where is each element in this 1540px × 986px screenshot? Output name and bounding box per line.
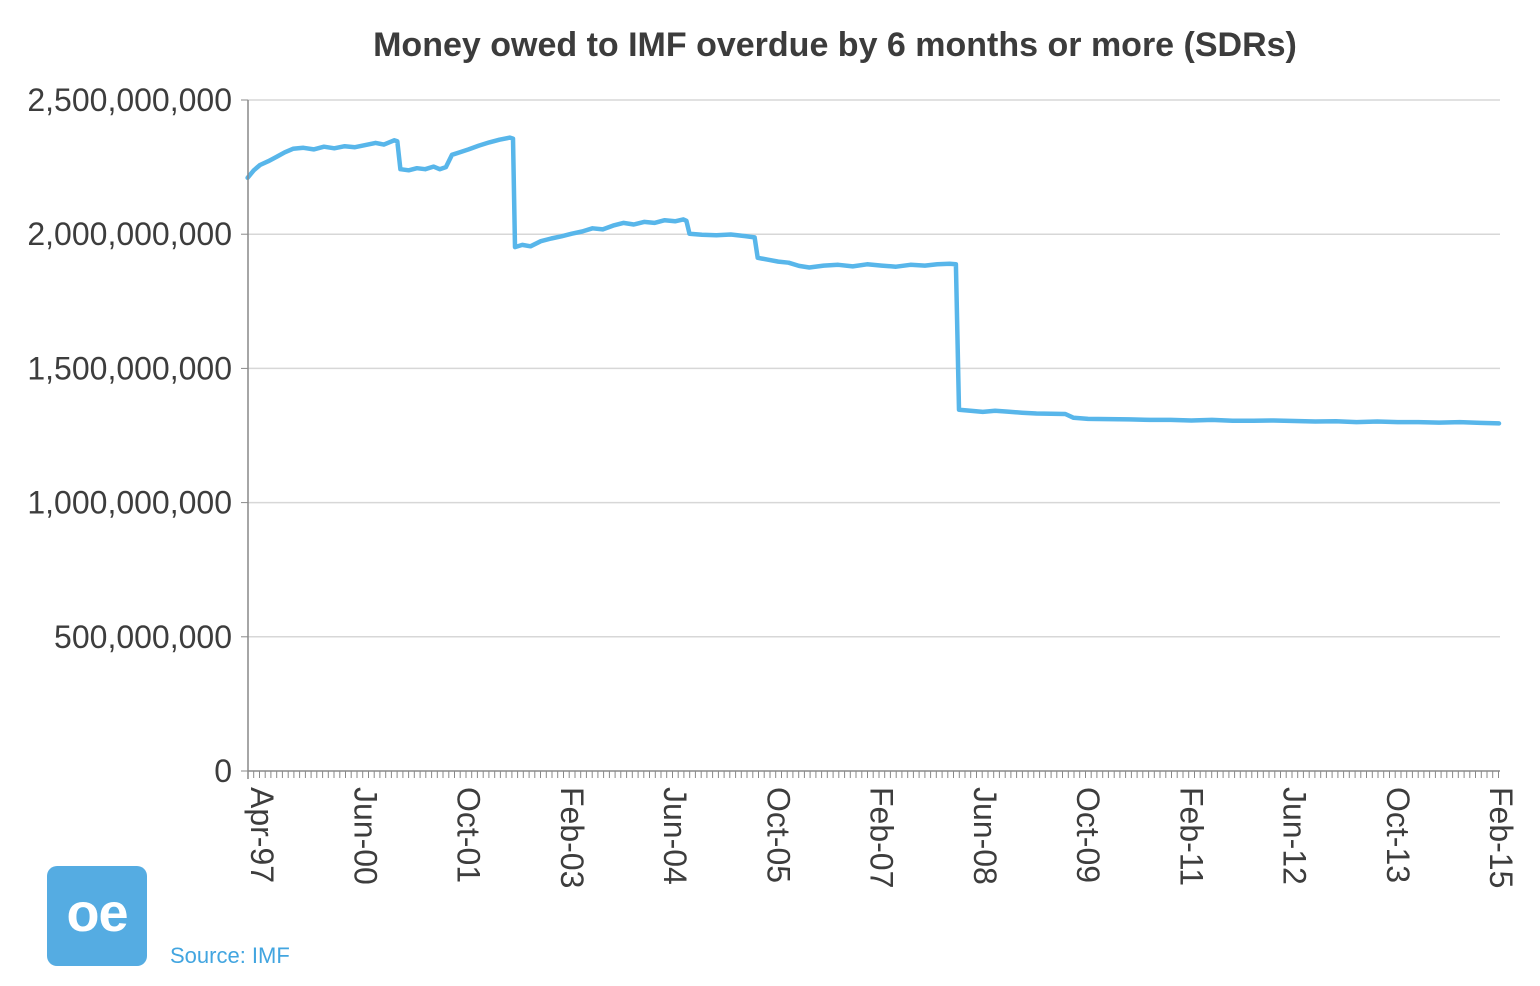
x-tick-label: Jun-12 xyxy=(1277,787,1313,885)
x-tick-label: Jun-04 xyxy=(657,787,693,885)
y-tick-label: 1,500,000,000 xyxy=(27,350,232,386)
oe-logo-text: oe xyxy=(66,883,128,943)
y-tick-label: 500,000,000 xyxy=(54,619,232,655)
x-tick-label: Jun-08 xyxy=(967,787,1003,885)
y-tick-label: 1,000,000,000 xyxy=(27,485,232,521)
x-tick-label: Oct-01 xyxy=(451,787,487,883)
y-tick-label: 2,500,000,000 xyxy=(27,82,232,118)
source-label: Source: IMF xyxy=(170,943,290,968)
x-tick-label: Oct-05 xyxy=(760,787,796,883)
chart-title: Money owed to IMF overdue by 6 months or… xyxy=(373,26,1297,64)
y-tick-label: 0 xyxy=(214,753,232,789)
x-tick-label: Oct-09 xyxy=(1070,787,1106,883)
y-tick-label: 2,000,000,000 xyxy=(27,216,232,252)
oe-logo: oe xyxy=(47,866,147,966)
x-tick-label: Feb-03 xyxy=(554,787,590,888)
series-line xyxy=(245,135,1502,426)
x-tick-label: Feb-07 xyxy=(864,787,900,888)
x-tick-label: Feb-15 xyxy=(1483,787,1519,888)
x-tick-label: Feb-11 xyxy=(1173,787,1209,886)
x-tick-label: Apr-97 xyxy=(244,787,280,883)
x-tick-label: Oct-13 xyxy=(1380,787,1416,883)
x-tick-label: Jun-00 xyxy=(347,787,383,885)
